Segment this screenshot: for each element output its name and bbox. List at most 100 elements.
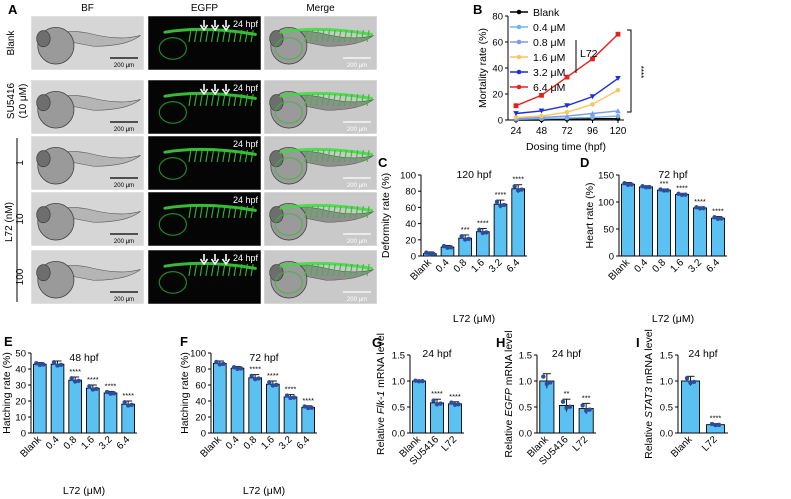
chart-F-replicate-dot [267, 380, 272, 385]
intersegmental-vessel [222, 93, 226, 107]
column-header-merge: Merge [306, 3, 335, 14]
panel-A-image-3-bf: 200 μm [30, 191, 145, 247]
intersegmental-vessel [222, 149, 226, 163]
chart-F-bar-2 [248, 377, 262, 434]
white-arrow-icon [210, 84, 220, 96]
chart-D-replicate-dot [683, 192, 688, 197]
panel-A-image-4-bf: 200 μm [30, 249, 145, 305]
chart-I-significance-stars: **** [710, 414, 722, 423]
vessel-signal [279, 203, 373, 212]
chart-C-x-tick-label: 6.4 [505, 257, 523, 275]
chart-F-bar-1 [230, 367, 245, 434]
intersegmental-vessel [188, 205, 192, 219]
chart-D-x-tick-label: 0.8 [651, 257, 669, 275]
yolk-vessel [158, 156, 188, 180]
chart-D-x-tick-label: 6.4 [705, 257, 723, 275]
egfp-hpf-label: 24 hpf [233, 83, 259, 93]
chart-D-bar-4 [693, 207, 707, 257]
intersegmental-vessel [321, 29, 325, 43]
chart-D-significance-stars: **** [676, 183, 688, 192]
chart-C-bar-5 [511, 188, 525, 257]
chart-F-replicate-dot [214, 359, 219, 365]
chart-G-y-tick-label: 0.5 [392, 403, 405, 414]
chart-B-point [564, 109, 570, 115]
panel-A-image-2-bf: 200 μm [30, 135, 145, 191]
chart-B-legend-marker [516, 9, 522, 15]
intersegmental-vessel [194, 29, 198, 43]
chart-H-significance-stars: ** [564, 389, 570, 398]
chart-I-y-tick-label: 0.5 [660, 403, 673, 414]
chart-D-bar-3 [675, 193, 689, 257]
intersegmental-vessel [233, 29, 237, 43]
intersegmental-vessel [210, 263, 215, 277]
chart-B-point [539, 113, 544, 119]
intersegmental-vessel [239, 205, 243, 219]
chart-H-y-tick-label: 0.5 [519, 403, 532, 414]
intersegmental-vessel [332, 205, 336, 219]
intersegmental-vessel [315, 263, 319, 277]
intersegmental-vessel [233, 149, 237, 163]
intersegmental-vessel [326, 149, 331, 163]
chart-F-x-tick-label: 1.6 [259, 434, 277, 452]
chart-B-point [615, 76, 621, 81]
intersegmental-vessel [216, 93, 220, 107]
vessel-signal [279, 91, 373, 100]
chart-B-point [590, 102, 595, 107]
white-arrow-icon [199, 20, 209, 32]
intersegmental-vessel [326, 205, 331, 219]
chart-C-replicate-dot [494, 199, 500, 204]
chart-title-D: 72 hpf [658, 169, 687, 181]
chart-F-significance-stars: **** [285, 385, 297, 394]
intersegmental-vessel [199, 205, 203, 219]
chart-C-y-tick-label: 20 [405, 235, 416, 246]
chart-C-bar-4 [493, 203, 508, 257]
column-header-bf: BF [81, 3, 94, 14]
chart-E-replicate-dot [58, 362, 64, 368]
chart-B-legend-marker [516, 54, 522, 60]
chart-B-x-tick-label: 24 [510, 126, 522, 137]
chart-F-replicate-dot [291, 395, 297, 400]
chart-title-E: 48 hpf [69, 352, 98, 364]
intersegmental-vessel [304, 93, 308, 107]
chart-E-y-tick-label: 30 [15, 381, 26, 392]
chart-C-ylabel: Deformity rate (%) [380, 173, 392, 258]
intersegmental-vessel [250, 29, 254, 43]
intersegmental-vessel [321, 93, 325, 107]
chart-C-x-tick-label: 3.2 [487, 257, 505, 275]
chart-C-replicate-dot [501, 202, 507, 208]
chart-G-replicate-dot [438, 401, 443, 406]
chart-F-y-tick-label: 40 [195, 397, 206, 408]
chart-E-y-tick-label: 20 [15, 397, 26, 408]
chart-E-bar-4 [103, 392, 118, 434]
scale-bar-label: 200 μm [347, 63, 367, 69]
chart-C-significance-stars: *** [461, 225, 470, 234]
chart-D-replicate-dot [701, 205, 706, 211]
intersegmental-vessel [366, 93, 370, 107]
chart-B-y-tick-label: 0 [498, 116, 503, 127]
scale-bar-label: 200 μm [347, 239, 367, 245]
chart-G-y-tick-label: 1.0 [392, 377, 405, 388]
chart-H-ylabel: Relative EGFP mRNA level [503, 330, 515, 457]
chart-E-bar-0 [33, 363, 47, 434]
panel-letter-G: G [372, 335, 382, 350]
egfp-hpf-label: 24 hpf [233, 253, 259, 263]
intersegmental-vessel [222, 263, 226, 277]
chart-E-replicate-dot [51, 360, 57, 365]
chart-E-bar-5 [121, 403, 135, 434]
white-arrow-icon [199, 254, 209, 266]
chart-I-replicate-dot [691, 379, 697, 385]
chart-G-replicate-dot [420, 378, 425, 384]
intersegmental-vessel [349, 29, 353, 43]
chart-D-x-tick-label: 0.4 [633, 257, 651, 275]
intersegmental-vessel [239, 93, 243, 107]
chart-C-y-tick-label: 60 [405, 203, 416, 214]
scale-bar-label: 200 μm [114, 239, 134, 245]
chart-B-point [539, 92, 544, 98]
intersegmental-vessel [326, 263, 331, 277]
yolk-vessel [158, 271, 188, 294]
intersegmental-vessel [227, 263, 232, 277]
intersegmental-vessel [239, 29, 243, 43]
intersegmental-vessel [338, 205, 342, 219]
chart-F-y-tick-label: 60 [195, 381, 206, 392]
intersegmental-vessel [321, 205, 325, 219]
